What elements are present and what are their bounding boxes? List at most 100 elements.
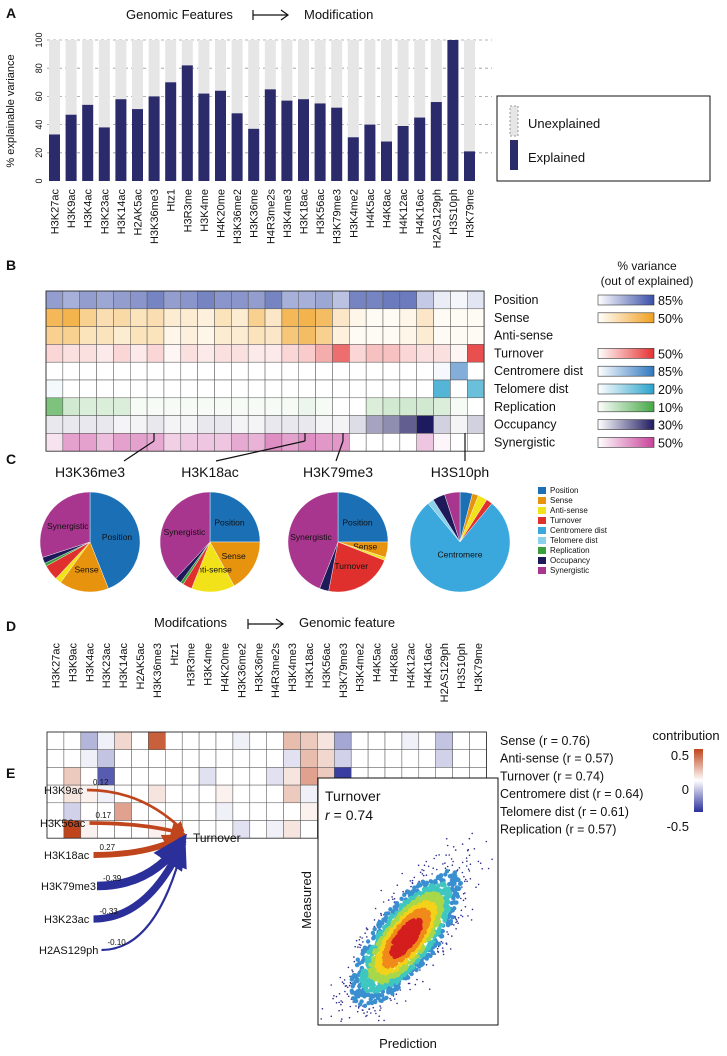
c-legend-swatch bbox=[538, 537, 546, 544]
d-heat-cell bbox=[283, 802, 301, 821]
b-heat-cell bbox=[45, 433, 64, 452]
f-point bbox=[379, 1005, 381, 1007]
b-scale-bar bbox=[597, 419, 655, 430]
b-heat-cell bbox=[62, 433, 80, 452]
f-point bbox=[425, 874, 428, 876]
b-heat-cell bbox=[264, 344, 283, 363]
d-heat-cell bbox=[215, 802, 234, 821]
b-heat-cell bbox=[332, 415, 350, 434]
b-heat-cell bbox=[349, 397, 367, 416]
f-point bbox=[352, 970, 354, 973]
b-scale-label: 50% bbox=[658, 347, 683, 361]
d-mark-label: H3K79me3 bbox=[338, 643, 350, 698]
b-heat-cell bbox=[281, 361, 299, 381]
b-heat-cell bbox=[315, 415, 333, 434]
b-heat-cell bbox=[96, 344, 114, 363]
f-point bbox=[360, 944, 362, 946]
a-mark-label: H3K4ac bbox=[83, 189, 95, 229]
a-legend-unexplained: Unexplained bbox=[528, 116, 600, 131]
a-mark-label: H3K14ac bbox=[116, 189, 128, 235]
b-heat-cell bbox=[315, 344, 333, 363]
b-heat-cell bbox=[146, 397, 165, 416]
f-point bbox=[469, 878, 472, 880]
b-heat-cell bbox=[113, 344, 131, 363]
f-point bbox=[456, 920, 458, 922]
a-bar-explained bbox=[347, 137, 359, 181]
b-heat-cell bbox=[281, 290, 299, 310]
d-heat-cell bbox=[165, 767, 183, 786]
f-point bbox=[453, 924, 455, 926]
a-bar-explained bbox=[430, 102, 442, 181]
e-source-label: H3K79me3 bbox=[41, 881, 96, 893]
b-heat-cell bbox=[62, 415, 80, 434]
b-heat-cell bbox=[113, 308, 131, 327]
b-heat-cell bbox=[382, 290, 401, 310]
d-heat-cell bbox=[317, 749, 335, 768]
f-point bbox=[440, 883, 445, 888]
b-heat-cell bbox=[113, 415, 131, 434]
b-heat-cell bbox=[349, 308, 367, 327]
f-point bbox=[350, 982, 352, 985]
d-heat-cell bbox=[401, 749, 420, 768]
f-xlabel: Prediction bbox=[379, 1036, 437, 1051]
f-point bbox=[436, 947, 439, 950]
d-heat-cell bbox=[181, 767, 200, 786]
d-mark-label: H3K36me3 bbox=[152, 643, 164, 698]
a-bar-explained bbox=[248, 128, 260, 181]
f-point bbox=[338, 1001, 340, 1004]
d-heat-cell bbox=[249, 802, 267, 821]
f-point bbox=[446, 865, 449, 868]
f-point bbox=[353, 956, 355, 958]
panel-label-a: A bbox=[6, 5, 16, 21]
b-heat-cell bbox=[96, 397, 114, 416]
d-heat-cell bbox=[469, 749, 487, 768]
b-heat-cell bbox=[281, 344, 299, 363]
b-heat-cell bbox=[231, 433, 249, 452]
b-heat-cell bbox=[62, 290, 80, 310]
b-heat-cell bbox=[247, 397, 266, 416]
b-heat-cell bbox=[197, 326, 215, 345]
d-heat-cell bbox=[198, 749, 217, 768]
c-pie-slice bbox=[337, 491, 389, 543]
f-point bbox=[354, 945, 357, 948]
b-heat-cell bbox=[281, 397, 299, 416]
f-point bbox=[412, 885, 417, 890]
f-point bbox=[450, 858, 453, 860]
a-legend-explained: Explained bbox=[528, 150, 585, 165]
a-bar-explained bbox=[381, 141, 392, 181]
flow-d-right: Genomic feature bbox=[299, 615, 395, 630]
f-point bbox=[366, 1000, 371, 1006]
f-point bbox=[466, 849, 469, 852]
d-heat-cell bbox=[165, 784, 183, 804]
f-point bbox=[441, 942, 444, 944]
c-legend-swatch bbox=[538, 507, 546, 514]
d-heat-cell bbox=[283, 731, 301, 750]
b-heat-cell bbox=[130, 433, 148, 452]
d-heat-cell bbox=[148, 767, 166, 786]
b-row-label: Sense bbox=[494, 311, 529, 325]
d-mark-label: H3K4me bbox=[203, 643, 215, 686]
f-point bbox=[356, 1010, 359, 1013]
b-heat-cell bbox=[315, 433, 333, 452]
b-heat-cell bbox=[349, 361, 367, 381]
d-mark-label: H3K36me2 bbox=[236, 643, 248, 698]
f-point bbox=[468, 837, 471, 840]
a-bar-unexplained bbox=[98, 40, 110, 181]
b-heat-cell bbox=[450, 308, 468, 327]
b-heat-cell bbox=[146, 344, 165, 363]
f-point bbox=[475, 886, 477, 888]
a-mark-label: H4K20me bbox=[216, 189, 228, 238]
d-heat-cell bbox=[350, 749, 369, 768]
b-heat-cell bbox=[146, 290, 165, 310]
f-point bbox=[465, 865, 468, 867]
b-heat-cell bbox=[180, 361, 198, 381]
b-heat-cell bbox=[382, 379, 401, 399]
f-point bbox=[414, 983, 417, 986]
f-point bbox=[386, 911, 391, 916]
f-point bbox=[366, 936, 368, 938]
b-heat-cell bbox=[45, 361, 64, 381]
b-heat-cell bbox=[264, 361, 283, 381]
f-point bbox=[461, 886, 463, 888]
a-bar-explained bbox=[464, 151, 475, 181]
f-point bbox=[465, 857, 468, 859]
